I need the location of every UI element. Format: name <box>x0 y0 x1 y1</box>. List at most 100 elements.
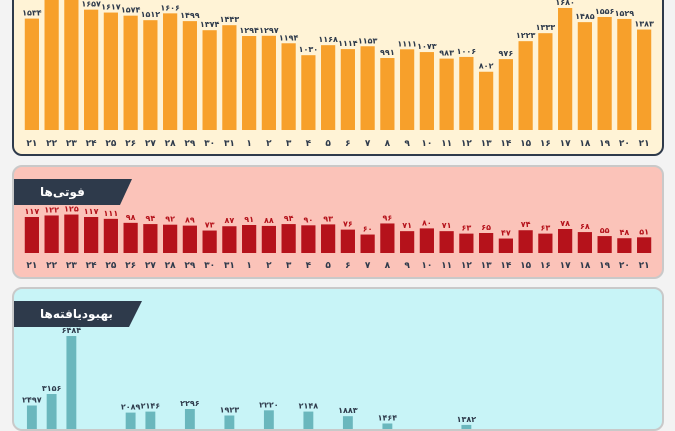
bar <box>202 230 217 253</box>
data-label: ۸۰ <box>422 218 432 227</box>
data-label: ۱۲۲۳ <box>516 31 536 40</box>
data-label: ۱۱۷ <box>84 207 99 216</box>
bar <box>439 58 454 130</box>
bar <box>558 7 573 131</box>
bar <box>263 410 274 429</box>
bar <box>182 21 197 131</box>
bar <box>479 71 494 130</box>
tick-label: ۱۲ <box>461 139 472 149</box>
data-label: ۱۲۹۷ <box>259 26 279 35</box>
tick-label: ۵ <box>325 261 331 271</box>
tick-label: ۲۴ <box>86 139 97 149</box>
bar <box>125 412 136 429</box>
tick-label: ۳ <box>286 261 292 271</box>
data-label: ۱۲۵ <box>64 205 79 214</box>
bar <box>498 59 513 130</box>
data-label: ۶۵ <box>481 223 491 232</box>
tick-label: ۱۷ <box>560 261 571 271</box>
bar <box>419 228 434 253</box>
tick-label: ۱۸ <box>579 139 590 149</box>
bar <box>303 411 314 429</box>
tick-label: ۱۳ <box>481 139 492 149</box>
data-label: ۱۵۲۹ <box>615 9 635 18</box>
data-label: ۱۶۱۷ <box>101 3 121 12</box>
tick-label: ۲۵ <box>105 139 116 149</box>
bar <box>66 336 77 429</box>
cases-panel: ۱۵۳۴۲۱۱۸۳۷۲۲۱۸۳۷۲۳۱۶۵۷۲۴۱۶۱۷۲۵۱۵۷۴۲۶۱۵۱۲… <box>12 0 664 156</box>
data-label: ۹۴ <box>145 214 155 223</box>
bar <box>577 22 592 130</box>
data-label: ۶۸ <box>580 222 590 231</box>
data-label: ۹۳ <box>323 214 333 223</box>
tick-label: ۲۸ <box>165 139 176 149</box>
tick-label: ۲۸ <box>165 261 176 271</box>
bar <box>342 416 353 429</box>
bar <box>123 222 138 253</box>
bar <box>360 234 375 253</box>
tick-label: ۱۳ <box>481 261 492 271</box>
bar <box>261 225 276 253</box>
tick-label: ۱۱ <box>441 261 452 271</box>
tick-label: ۲۶ <box>125 261 136 271</box>
bar <box>340 49 355 130</box>
recovered-title: بهبودیافته‌ها <box>14 301 142 327</box>
tick-label: ۲۰ <box>619 139 630 149</box>
data-label: ۹۴ <box>284 214 294 223</box>
bar <box>301 55 316 130</box>
tick-label: ۲۴ <box>86 261 97 271</box>
tick-label: ۲۲ <box>46 139 57 149</box>
bar <box>46 394 57 429</box>
tick-label: ۱۴ <box>500 261 511 271</box>
bar <box>44 215 59 253</box>
data-label: ۱۰۳۰ <box>299 45 319 54</box>
data-label: ۱۴۴۳ <box>220 15 240 24</box>
bar <box>184 408 195 429</box>
bar <box>597 16 612 131</box>
bar <box>64 214 79 253</box>
tick-label: ۲۹ <box>184 139 195 149</box>
bar <box>518 230 533 253</box>
tick-label: ۲۷ <box>145 261 156 271</box>
bar <box>222 25 237 131</box>
bar <box>281 43 296 130</box>
data-label: ۶۳ <box>461 224 471 233</box>
bar <box>461 424 472 429</box>
data-label: ۹۹۱ <box>380 48 395 57</box>
data-label: ۷۶ <box>343 220 353 229</box>
tick-label: ۱۵ <box>520 261 531 271</box>
bar <box>123 15 138 130</box>
bar <box>459 56 474 130</box>
data-label: ۸۹ <box>185 216 195 225</box>
bar <box>558 229 573 253</box>
data-label: ۱۵۵۶ <box>595 7 615 16</box>
bar <box>597 236 612 253</box>
data-label: ۱۴۸۵ <box>575 12 595 21</box>
data-label: ۱۱۹۴ <box>279 33 299 42</box>
bar <box>261 35 276 130</box>
data-label: ۷۱ <box>442 221 452 230</box>
data-label: ۱۸۸۳ <box>338 406 358 415</box>
bar <box>340 229 355 253</box>
bar <box>382 423 393 429</box>
data-label: ۹۰ <box>303 215 313 224</box>
data-label: ۸۰۲ <box>479 62 494 71</box>
data-label: ۱۲۹۴ <box>239 26 259 35</box>
data-label: ۴۷ <box>501 229 511 238</box>
bar <box>380 58 395 130</box>
bar <box>321 45 336 130</box>
data-label: ۷۳ <box>205 221 215 230</box>
data-label: ۱۰۰۶ <box>457 47 477 56</box>
tick-label: ۳۱ <box>224 261 235 271</box>
data-label: ۲۱۴۶ <box>141 402 161 411</box>
bar <box>222 226 237 253</box>
tick-label: ۲۲ <box>46 261 57 271</box>
data-label: ۱۰۷۳ <box>417 42 437 51</box>
bar <box>44 0 59 130</box>
bar <box>577 232 592 253</box>
data-label: ۵۱ <box>639 227 649 236</box>
tick-label: ۲۱ <box>639 139 650 149</box>
deaths-panel: فوتی‌ها ۱۱۷ ۲۱ ۱۲۲ ۲۲ ۱۲۵ ۲۳ ۱۱۷ ۲۴ ۱۱۱ ۲۵ ۹۸ ۲۶ ۹۴ ۲… <box>12 165 664 279</box>
data-label: ۴۸ <box>619 228 629 237</box>
data-label: ۱۹۲۳ <box>220 405 240 414</box>
tick-label: ۸ <box>385 261 391 271</box>
